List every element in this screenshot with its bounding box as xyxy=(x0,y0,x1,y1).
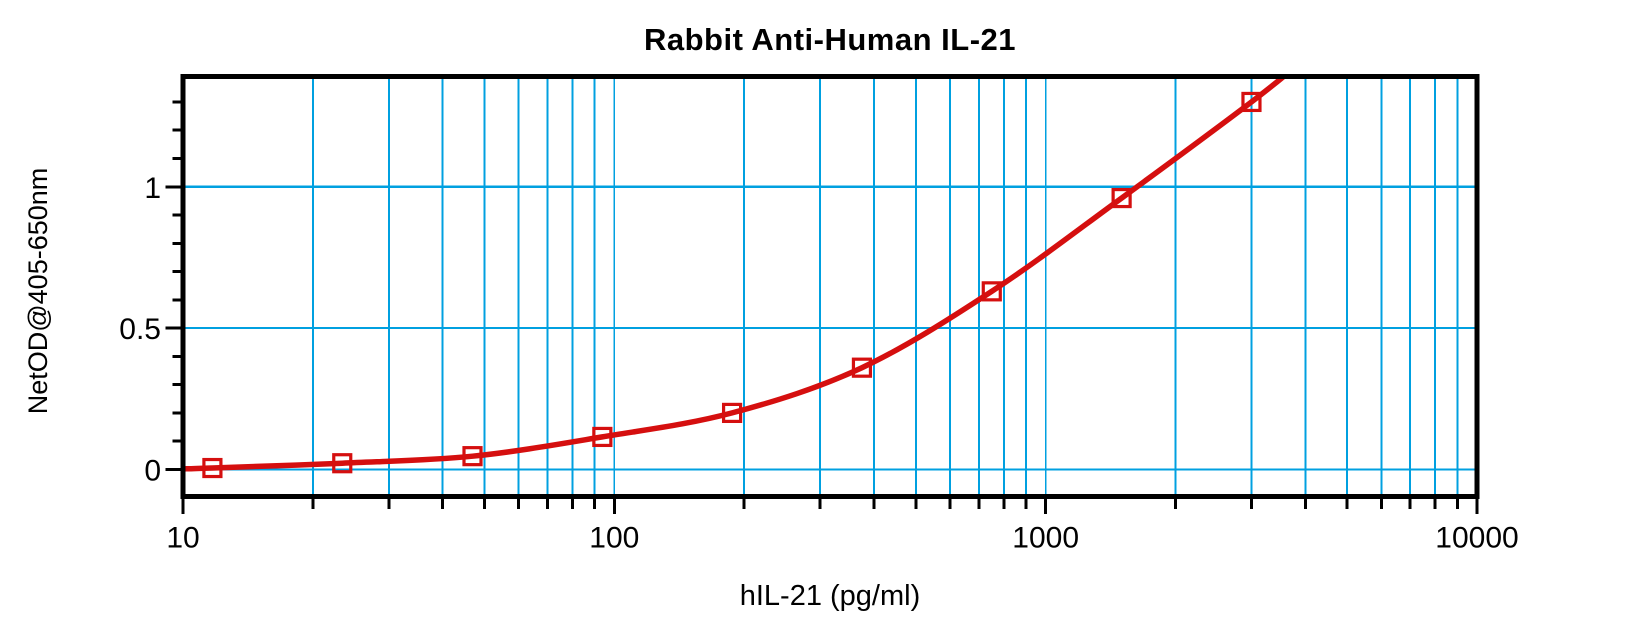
x-axis-title: hIL-21 (pg/ml) xyxy=(739,580,921,612)
x-tick-label: 1000 xyxy=(1012,521,1079,554)
x-tick-label: 10 xyxy=(166,521,199,554)
data-point-marker xyxy=(592,426,613,448)
data-point-marker xyxy=(202,457,223,479)
plot-frame xyxy=(180,74,1480,499)
x-tick-label: 100 xyxy=(589,521,639,554)
y-tick-label: 0.5 xyxy=(119,313,161,346)
x-tick-label: 10000 xyxy=(1435,521,1518,554)
y-tick-label: 0 xyxy=(144,454,161,487)
data-point-marker xyxy=(462,446,483,467)
standard-curve-line xyxy=(183,76,1289,472)
data-point-markers xyxy=(202,91,1262,479)
data-point-marker xyxy=(721,402,743,424)
tick-labels: 10 100 1000 10000 0 0.5 1 xyxy=(119,172,1518,555)
data-point-marker xyxy=(332,453,353,474)
axis-ticks xyxy=(165,100,1479,514)
data-layer xyxy=(183,76,1289,479)
data-point-marker xyxy=(1111,187,1132,209)
gridlines xyxy=(183,76,1477,497)
data-point-marker xyxy=(851,357,873,378)
chart-title: Rabbit Anti-Human IL-21 xyxy=(643,22,1016,57)
data-point-marker xyxy=(1241,91,1262,113)
data-point-marker xyxy=(981,281,1002,302)
y-tick-label: 1 xyxy=(144,172,161,205)
y-axis-title: NetOD@405-650nm xyxy=(23,167,53,415)
